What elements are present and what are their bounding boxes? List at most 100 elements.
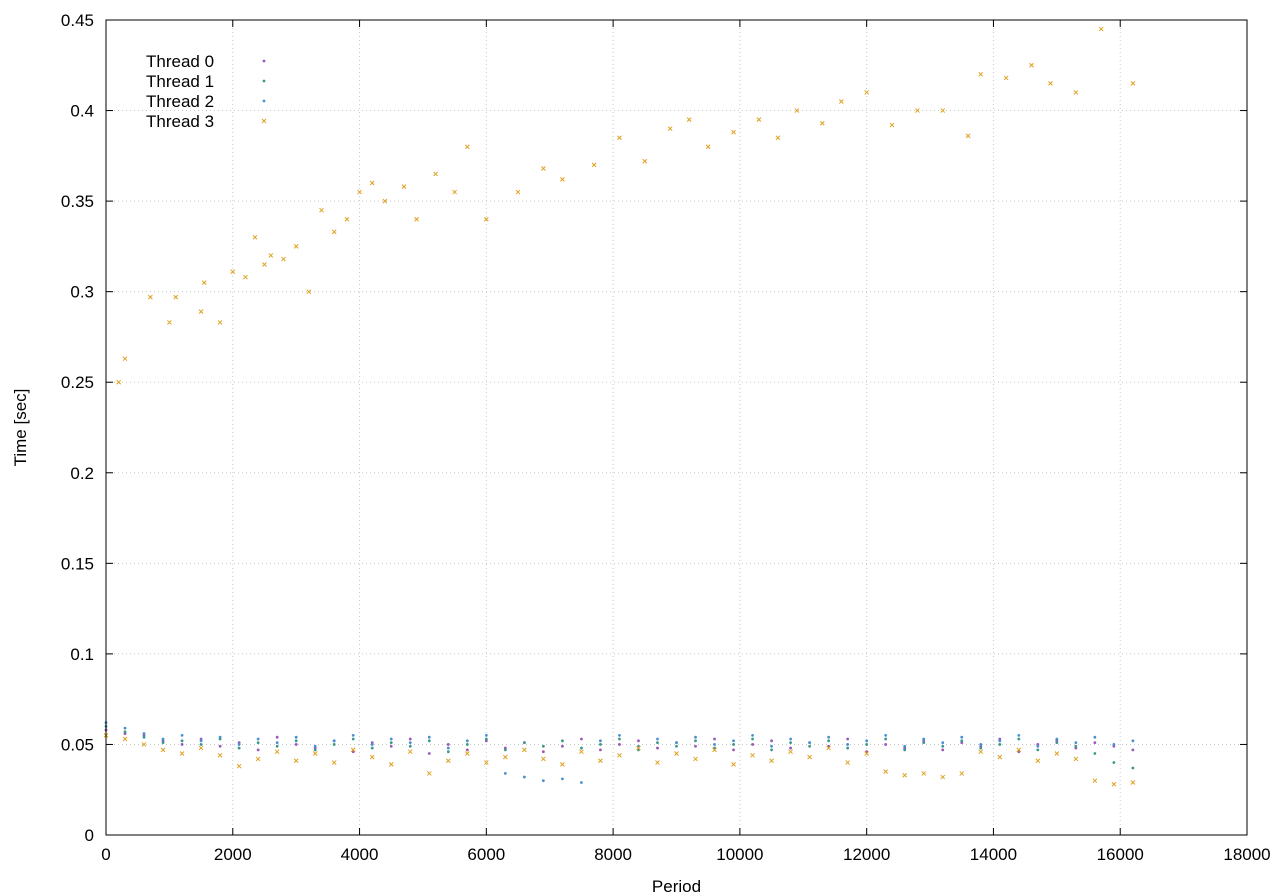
x-tick-label: 6000 <box>467 845 505 864</box>
data-point <box>427 739 431 743</box>
data-point <box>675 744 678 748</box>
data-point <box>464 144 470 150</box>
data-point <box>446 743 450 746</box>
data-point <box>770 744 773 748</box>
data-point <box>978 71 984 77</box>
data-point <box>789 741 792 745</box>
x-axis-label: Period <box>652 877 701 896</box>
data-point <box>217 320 223 325</box>
data-point <box>751 733 754 737</box>
y-axis-label: Time [sec] <box>11 389 30 467</box>
data-point <box>427 752 431 755</box>
data-point <box>599 748 602 752</box>
series-1 <box>104 724 1135 770</box>
data-point <box>732 748 735 752</box>
data-point <box>770 748 773 752</box>
axis-ticks <box>105 19 1248 836</box>
data-point <box>960 735 964 739</box>
data-point <box>561 777 564 781</box>
data-point <box>236 763 242 769</box>
data-point <box>483 760 489 765</box>
x-tick-label: 18000 <box>1223 845 1270 864</box>
data-point <box>1074 741 1078 745</box>
legend-label: Thread 0 <box>146 52 214 71</box>
data-point <box>903 744 907 748</box>
data-point <box>1055 741 1059 745</box>
data-point <box>598 758 603 764</box>
data-point <box>465 739 469 743</box>
data-point <box>618 733 621 737</box>
data-point <box>541 779 545 783</box>
data-point <box>389 744 393 748</box>
data-point <box>789 737 792 741</box>
data-point <box>294 739 298 743</box>
data-point <box>123 730 127 734</box>
series-4 <box>116 26 1136 385</box>
data-point <box>903 748 907 752</box>
data-point <box>199 743 203 746</box>
data-point <box>503 748 507 752</box>
x-tick-label: 0 <box>101 845 110 864</box>
series-3 <box>103 733 1136 787</box>
data-point <box>388 762 394 767</box>
data-point <box>1074 744 1078 748</box>
data-point <box>408 737 412 741</box>
x-tick-labels: 0 2000 4000 6000 8000 10000 12000 14000 16000 180… <box>101 845 1270 864</box>
data-point <box>1093 752 1097 755</box>
data-point <box>775 135 781 141</box>
data-point <box>522 747 527 753</box>
data-point <box>1036 748 1040 752</box>
legend-label: Thread 1 <box>146 72 214 91</box>
data-point <box>599 739 602 743</box>
data-point <box>407 749 413 755</box>
data-point <box>1112 743 1116 746</box>
data-point <box>960 739 964 743</box>
data-point <box>846 737 850 741</box>
data-point <box>884 733 888 737</box>
data-point <box>427 735 431 739</box>
data-point <box>694 735 697 739</box>
data-point <box>122 356 128 362</box>
data-point <box>1130 780 1136 785</box>
data-point <box>921 771 927 776</box>
data-points <box>103 26 1136 787</box>
data-point <box>941 741 945 745</box>
data-point <box>808 744 812 748</box>
data-point <box>712 747 717 753</box>
y-tick-label: 0.2 <box>70 464 94 483</box>
data-point <box>446 750 450 754</box>
data-point <box>237 743 241 746</box>
data-point <box>331 229 337 235</box>
data-point <box>332 743 336 746</box>
data-point <box>344 216 350 222</box>
data-point <box>889 122 895 128</box>
data-point <box>199 739 203 743</box>
data-point <box>675 741 678 745</box>
y-tick-label: 0.35 <box>61 192 94 211</box>
data-point <box>979 746 983 750</box>
y-tick-labels: 0 0.05 0.1 0.15 0.2 0.25 0.3 0.35 0.4 0.45 <box>61 11 94 845</box>
data-point <box>268 253 274 258</box>
data-point <box>770 739 773 743</box>
data-point <box>312 751 318 756</box>
data-point <box>1036 744 1040 748</box>
y-tick-label: 0 <box>85 826 94 845</box>
data-point <box>827 735 831 739</box>
data-point <box>838 99 844 104</box>
data-point <box>865 739 869 743</box>
legend-marker <box>261 118 267 124</box>
data-point <box>656 737 659 741</box>
data-point <box>160 747 166 753</box>
data-point <box>864 751 870 756</box>
data-point <box>541 756 546 762</box>
data-point <box>997 754 1003 760</box>
data-point <box>1131 766 1135 770</box>
data-point <box>408 744 412 748</box>
data-point <box>827 739 831 743</box>
data-point <box>751 743 754 746</box>
data-point <box>522 775 526 779</box>
data-point <box>294 743 298 746</box>
data-point <box>941 748 945 752</box>
data-point <box>180 733 184 737</box>
data-point <box>252 234 258 240</box>
